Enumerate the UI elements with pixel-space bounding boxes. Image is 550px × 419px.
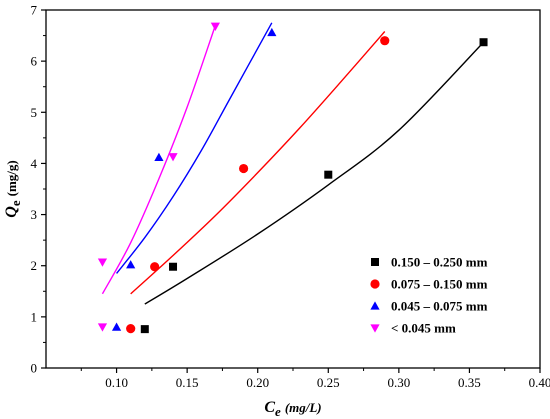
data-point-series-1 (324, 170, 333, 179)
data-point-series-4 (210, 22, 220, 31)
data-point-series-1 (140, 325, 149, 334)
plot-frame (45, 9, 541, 369)
legend-marker-series-2 (370, 279, 380, 289)
y-axis: 0 1 2 3 4 5 6 7 (31, 3, 46, 376)
x-axis-subscript: e (275, 404, 281, 419)
svg-text:Qe (mg/g): Qe (mg/g) (3, 160, 23, 217)
y-tick-label: 1 (31, 309, 38, 324)
legend-label-series-4: < 0.045 mm (391, 321, 456, 336)
x-axis-title: Ce (mg/L) (264, 399, 321, 419)
legend-marker-series-3 (370, 301, 380, 310)
y-axis-unit: (mg/g) (4, 160, 19, 196)
data-point-series-3 (154, 152, 164, 161)
fit-curve-series-1 (144, 41, 485, 305)
data-point-series-4 (168, 153, 178, 162)
y-tick-label: 5 (31, 105, 38, 120)
fit-lines (101, 22, 485, 305)
data-point-series-2 (150, 262, 160, 272)
fit-curve-series-4 (101, 25, 217, 295)
data-point-series-4 (97, 258, 108, 267)
x-tick-label: 0.35 (458, 375, 481, 390)
fit-curve-series-3 (116, 22, 273, 274)
y-tick-label: 2 (31, 258, 38, 273)
y-axis-symbol: Q (3, 206, 20, 218)
data-point-series-3 (126, 260, 136, 269)
x-tick-label: 0.30 (387, 375, 410, 390)
data-point-series-1 (479, 38, 488, 47)
y-axis-title: Qe (mg/g) (3, 160, 23, 217)
x-axis: 0.10 0.15 0.20 0.25 0.30 0.35 0.40 (80, 368, 550, 390)
y-tick-label: 7 (31, 3, 38, 18)
svg-text:Ce (mg/L): Ce (mg/L) (264, 399, 321, 419)
y-tick-label: 4 (31, 156, 38, 171)
y-tick-label: 3 (31, 207, 38, 222)
x-axis-unit: (mg/L) (285, 400, 322, 415)
data-point-series-2 (380, 36, 390, 46)
data-point-series-4 (97, 323, 108, 332)
legend-marker-series-4 (370, 324, 380, 333)
data-point-series-3 (267, 27, 277, 37)
x-tick-label: 0.20 (246, 375, 269, 390)
x-axis-symbol: C (264, 399, 275, 416)
legend-marker-series-1 (371, 258, 379, 266)
data-point-series-1 (169, 262, 178, 271)
x-tick-label: 0.25 (317, 375, 340, 390)
data-point-series-2 (126, 324, 136, 334)
data-markers (97, 22, 488, 334)
y-tick-label: 6 (31, 54, 38, 69)
legend-label-series-2: 0.075 – 0.150 mm (391, 277, 488, 292)
fit-curve-series-2 (130, 31, 386, 295)
data-point-series-3 (111, 322, 122, 331)
plot-area (45, 9, 541, 369)
x-tick-label: 0.10 (105, 375, 128, 390)
y-axis-subscript: e (8, 200, 23, 206)
legend: 0.150 – 0.250 mm 0.075 – 0.150 mm 0.045 – … (370, 255, 488, 336)
y-tick-label: 0 (31, 361, 38, 376)
x-tick-label: 0.40 (529, 375, 550, 390)
x-tick-label: 0.15 (176, 375, 199, 390)
data-point-series-2 (239, 163, 249, 174)
legend-label-series-3: 0.045 – 0.075 mm (391, 299, 488, 314)
legend-label-series-1: 0.150 – 0.250 mm (391, 255, 488, 270)
